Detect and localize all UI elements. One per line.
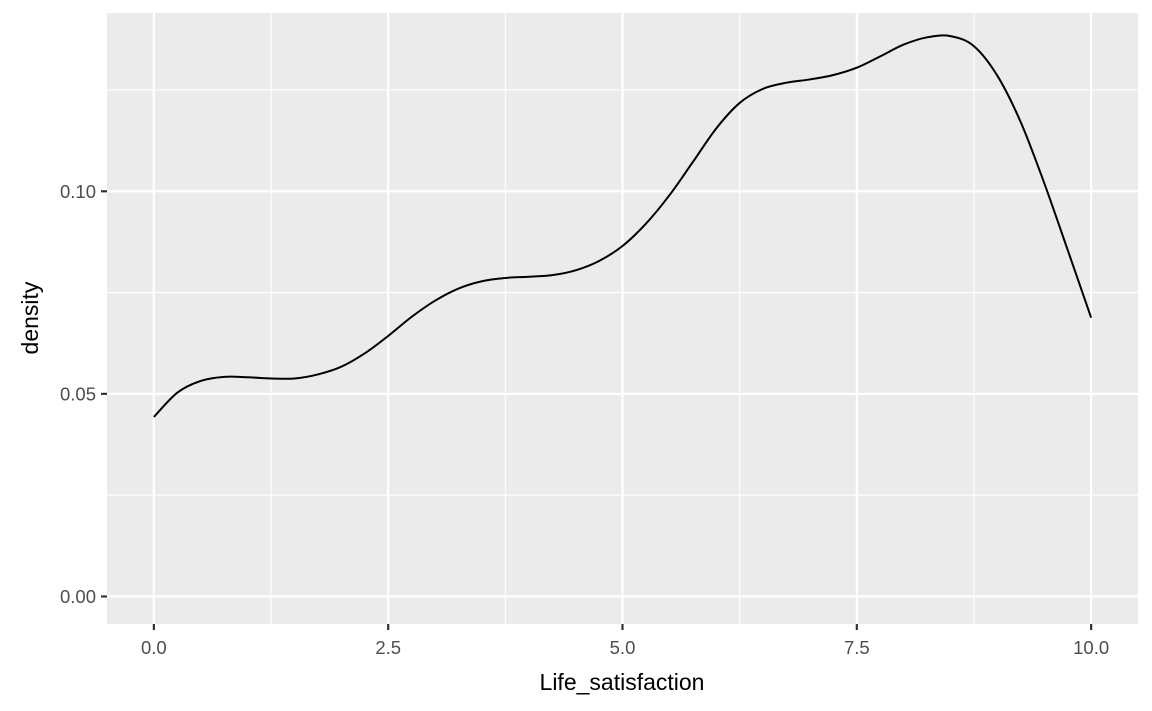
y-axis-title: density bbox=[17, 281, 43, 354]
axis-ticks bbox=[101, 190, 1093, 630]
density-line bbox=[153, 34, 1093, 418]
x-tick-label: 7.5 bbox=[844, 637, 870, 658]
y-tick-label: 0.05 bbox=[60, 383, 96, 404]
x-tick-label: 10.0 bbox=[1073, 637, 1109, 658]
x-tick-label: 0.0 bbox=[141, 637, 167, 658]
x-tick-label: 2.5 bbox=[375, 637, 401, 658]
grid-lines bbox=[107, 13, 1138, 624]
x-tick-label: 5.0 bbox=[610, 637, 636, 658]
tick-labels: 0.0 2.5 5.0 7.5 10.0 0.00 0.05 0.10 bbox=[60, 181, 1109, 658]
y-tick-label: 0.10 bbox=[60, 181, 96, 202]
x-axis-title: Life_satisfaction bbox=[540, 669, 705, 695]
y-tick-label: 0.00 bbox=[60, 586, 96, 607]
